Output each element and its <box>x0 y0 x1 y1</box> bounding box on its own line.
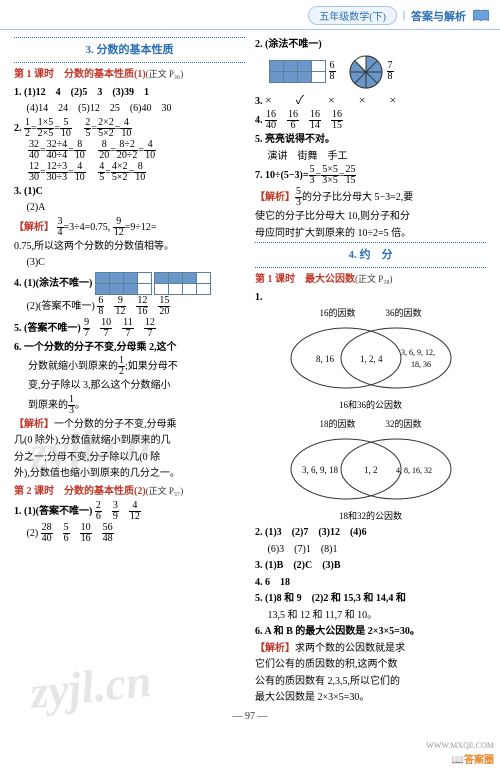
answer-line: (2) 2840 56 1016 5648 <box>14 523 245 544</box>
answer-line: 13,5 和 12 和 11,7 和 10。 <box>255 608 486 624</box>
analysis-line: 最大公因数是 2×3×5=30。 <box>255 690 486 706</box>
divider: | <box>403 10 405 21</box>
answer-line: 演讲 街舞 手工 <box>255 149 486 165</box>
fraction-grid <box>154 272 211 295</box>
equation-line: 1230=12÷330÷3=410 45=4×25×2=810 <box>14 162 245 183</box>
fraction-grid <box>95 272 152 295</box>
fraction-grid <box>269 60 326 83</box>
venn-diagram: 16的因数 36的因数 8, 16 1, 2, 4 3, 6, 9, 12, 1… <box>255 306 486 413</box>
answer-line: 1. <box>255 290 486 306</box>
answer-line: 2. (1)3 (2)7 (3)12 (4)6 <box>255 525 486 541</box>
grade-pill: 五年级数学(下) <box>308 6 397 25</box>
figure-row: 68 78 <box>255 54 486 90</box>
answer-line: 分数就缩小到原来的12;如果分母不 <box>14 356 245 377</box>
answer-line: 6. 一个分数的分子不变,分母乘 2,这个 <box>14 340 245 356</box>
content-columns: 3. 分数的基本性质 第 1 课时 分数的基本性质(1)(正文 P₃₆) 1. … <box>0 30 500 707</box>
answer-line: 3. (1)C <box>14 184 245 200</box>
answer-line: (2)(答案不唯一) 68 912 1216 1520 <box>14 296 245 317</box>
venn-left-text: 8, 16 <box>316 354 335 364</box>
lesson-title: 第 1 课时 分数的基本性质(1)(正文 P₃₆) <box>14 67 245 83</box>
answer-line: 3. × ✓ × × × <box>255 91 486 110</box>
svg-text:4, 8, 16, 32: 4, 8, 16, 32 <box>396 466 432 475</box>
venn-right-text: 3, 6, 9, 12, <box>401 348 435 357</box>
answer-line: 5. (1)8 和 9 (2)2 和 15,3 和 14,4 和 <box>255 591 486 607</box>
analysis-line: 公有的质因数有 2,3,5,所以它们的 <box>255 674 486 690</box>
answer-line: 4. (1)(涂法不唯一) <box>14 272 245 295</box>
analysis-line: 【解析】53的分子比分母大 5−3=2,要 <box>255 187 486 208</box>
venn-diagram: 18的因数 32的因数 3, 6, 9, 18 1, 2 4, 8, 16, 3… <box>255 417 486 524</box>
x-marks: × ✓ × × × <box>265 93 402 107</box>
venn-mid-text: 1, 2, 4 <box>360 354 383 364</box>
page-number: — 97 — <box>0 711 500 722</box>
answer-line: 5. 亮亮说得不对。 <box>255 132 486 148</box>
analysis-line: 使它的分子比分母大 10,则分子和分 <box>255 209 486 225</box>
pie-icon <box>348 54 384 90</box>
analysis-line: 【解析】一个分数的分子不变,分母乘 <box>14 417 245 433</box>
answer-line: 1. (1)(答案不唯一) 26 39 412 <box>14 501 245 522</box>
answer-line: 4. 6 18 <box>255 575 486 591</box>
section-heading: 4. 约 分 <box>255 247 486 264</box>
svg-text:18, 36: 18, 36 <box>411 360 431 369</box>
lesson-title: 第 2 课时 分数的基本性质(2)(正文 P₃₇) <box>14 484 245 500</box>
section-title: 答案与解析 <box>411 8 466 24</box>
section-heading: 3. 分数的基本性质 <box>14 42 245 59</box>
answer-line: 3. (1)B (2)C (3)B <box>255 558 486 574</box>
answer-line: (3)C <box>14 255 245 271</box>
analysis-line: 母应同时扩大到原来的 10÷2=5 倍。 <box>255 226 486 242</box>
svg-text:1, 2: 1, 2 <box>364 465 378 475</box>
analysis-line: 几(0 除外),分数值就缩小到原来的几 <box>14 433 245 449</box>
analysis-line: 分之一;分母不变,分子除以几(0 除 <box>14 450 245 466</box>
answer-line: (2)A <box>14 200 245 216</box>
analysis-line: 0.75,所以这两个分数的分数值相等。 <box>14 239 245 255</box>
answer-line: (4)14 24 (5)12 25 (6)40 30 <box>14 101 245 117</box>
analysis-line: 它们公有的质因数的积,这两个数 <box>255 657 486 673</box>
answer-line: 2. (涂法不唯一) <box>255 37 486 53</box>
answer-line: 4. 1640 166 1614 1615 <box>255 110 486 131</box>
answer-line: 5. (答案不唯一) 97 107 117 127 <box>14 318 245 339</box>
analysis-line: 【解析】求两个数的公因数就是求 <box>255 641 486 657</box>
answer-line: 6. A 和 B 的最大公因数是 2×3×5=30。 <box>255 624 486 640</box>
equation-line: 3240=32÷440÷4=810 820=8÷220÷2=410 <box>14 140 245 161</box>
answer-line: 1. (1)12 4 (2)5 3 (3)39 1 <box>14 85 245 101</box>
corner-badge: 📖答案圈 <box>452 751 494 766</box>
equation-line: 2. 12=1×52×5=510 25=2×25×2=410 <box>14 118 245 139</box>
left-column: 3. 分数的基本性质 第 1 课时 分数的基本性质(1)(正文 P₃₆) 1. … <box>14 36 245 707</box>
equation-line: 7. 10÷(5−3)=53=5×53×5=2515 <box>255 165 486 186</box>
lesson-title: 第 1 课时 最大公因数(正文 P₃₈) <box>255 272 486 288</box>
answer-line: 到原来的13。 <box>14 395 245 416</box>
page-header: 五年级数学(下) | 答案与解析 <box>0 0 500 30</box>
right-column: 2. (涂法不唯一) 68 78 3. × ✓ × × × 4. 1640 16… <box>255 36 486 707</box>
analysis-line: 【解析】 34=3÷4=0.75, 912=9÷12= <box>14 217 245 238</box>
source-url: WWW.MXQE.COM <box>426 741 494 750</box>
answer-line: 变,分子除以 3,那么这个分数缩小 <box>14 378 245 394</box>
analysis-line: 外),分数值也缩小到原来的几分之一。 <box>14 466 245 482</box>
answer-line: (6)3 (7)1 (8)1 <box>255 542 486 558</box>
svg-text:3, 6, 9, 18: 3, 6, 9, 18 <box>302 465 339 475</box>
book-icon <box>472 9 490 23</box>
